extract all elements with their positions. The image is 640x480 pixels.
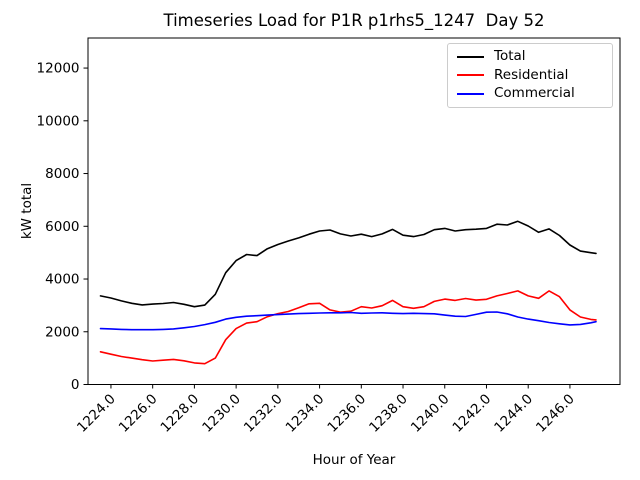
x-tick-label: 1246.0 (533, 391, 578, 436)
x-tick-label: 1244.0 (491, 391, 536, 436)
x-tick-label: 1234.0 (283, 391, 328, 436)
x-tick-label: 1236.0 (324, 391, 369, 436)
residential-line (99, 290, 597, 365)
x-axis-label: Hour of Year (312, 452, 396, 468)
legend: Total Residential Commercial (447, 43, 613, 108)
x-tick-label: 1228.0 (158, 391, 203, 436)
legend-line-commercial (457, 92, 484, 95)
y-axis-label: kW total (19, 182, 35, 240)
chart-title: Timeseries Load for P1R p1rhs5_1247 Day … (163, 11, 545, 30)
y-tick-label: 10000 (37, 113, 80, 129)
commercial-line (99, 311, 597, 331)
y-tick-label: 8000 (45, 166, 79, 182)
y-tick-label: 12000 (37, 61, 80, 77)
y-tick-label: 4000 (45, 272, 79, 288)
y-tick-label: 6000 (45, 219, 79, 235)
x-tick-label: 1230.0 (199, 391, 244, 436)
total-line (99, 220, 597, 308)
y-tick-label: 0 (71, 377, 80, 393)
x-tick-label: 1238.0 (366, 391, 411, 436)
legend-line-total (457, 56, 484, 59)
x-tick-label: 1232.0 (241, 391, 286, 436)
x-tick-label: 1224.0 (74, 391, 119, 436)
x-tick-label: 1240.0 (408, 391, 453, 436)
legend-label-total: Total (494, 48, 526, 65)
legend-label-commercial: Commercial (494, 85, 575, 102)
legend-line-residential (457, 74, 484, 77)
legend-label-residential: Residential (494, 66, 569, 83)
x-tick-label: 1242.0 (450, 391, 495, 436)
legend-entry-commercial: Commercial (457, 87, 610, 101)
legend-entry-total: Total (457, 50, 610, 64)
y-tick-label: 2000 (45, 324, 79, 340)
x-tick-label: 1226.0 (116, 391, 161, 436)
legend-entry-residential: Residential (457, 66, 610, 83)
axes-spine (87, 37, 621, 385)
